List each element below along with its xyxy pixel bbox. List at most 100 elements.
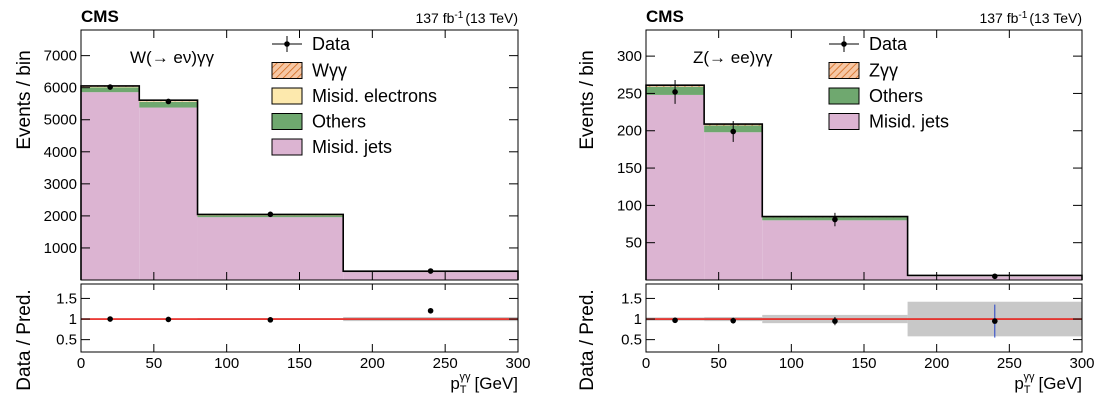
bar-misidjets-bin-3	[343, 271, 518, 280]
y-tick-label: 5000	[44, 112, 77, 129]
legend-label: Zγγ	[869, 61, 898, 81]
panel-z-channel: CMS 137 fb-1 (13 TeV) 50 100 150 200 250 300 0…	[577, 7, 1095, 396]
y-tick-label: 4000	[44, 144, 77, 161]
legend-swatch	[271, 87, 303, 105]
x-axis-label-unit: [GeV]	[475, 374, 518, 393]
ratio-plot-area: 0.5 1 1.5 0 50 100 150 200 250 300	[621, 283, 1095, 372]
x-axis-label: pTγγ [GeV]	[1014, 371, 1082, 396]
x-axis-label-main: p	[450, 374, 459, 393]
bar-others-bin-1	[139, 101, 198, 108]
data-point	[730, 128, 736, 135]
ratio-y-tick-label: 1.5	[56, 290, 77, 307]
ratio-plot-area: 0.5 1 1.5 0 50 100 150 200 250 300	[56, 283, 531, 372]
x-axis-label: pTγγ [GeV]	[450, 371, 518, 396]
legend-label: Others	[869, 86, 923, 106]
y-tick-label: 7000	[44, 48, 77, 65]
x-axis-label-sup: γγ	[460, 371, 472, 383]
cms-label: CMS	[81, 7, 119, 26]
x-tick-label: 200	[360, 355, 385, 372]
legend-label: Misid. electrons	[312, 86, 437, 106]
ratio-y-axis-label: Data / Pred.	[577, 289, 598, 390]
x-tick-label: 0	[642, 355, 650, 372]
data-point	[672, 89, 678, 95]
y-tick-label: 2000	[44, 208, 77, 225]
lumi-sup: -1	[454, 10, 463, 21]
data-point	[165, 98, 172, 105]
legend-swatch	[828, 113, 860, 130]
y-axis-label: Events / bin	[14, 50, 35, 149]
legend-data-marker	[841, 41, 847, 47]
ratio-point	[165, 316, 172, 323]
legend-label: Data	[312, 34, 351, 54]
x-axis-label-sub: T	[460, 384, 467, 396]
bar-misidjets-bin-1	[139, 107, 198, 280]
cms-label: CMS	[646, 7, 684, 26]
ratio-y-axis-label: Data / Pred.	[14, 289, 35, 390]
x-tick-label: 50	[145, 355, 162, 372]
x-axis-label-sub: T	[1024, 384, 1031, 396]
legend-swatch	[271, 113, 303, 130]
x-tick-label: 0	[77, 355, 85, 372]
lumi-energy: (13 TeV)	[465, 10, 518, 26]
ratio-point	[672, 317, 678, 324]
x-tick-label: 250	[433, 355, 458, 372]
data-point	[427, 268, 434, 274]
y-tick-label: 200	[617, 123, 642, 140]
data-point	[832, 216, 838, 223]
ratio-point	[992, 318, 998, 324]
bar-misidjets-bin-0	[81, 92, 140, 280]
data-point	[107, 84, 113, 90]
legend-label: Wγγ	[312, 61, 347, 81]
lumi-value: 137 fb	[979, 10, 1018, 26]
y-tick-label: 3000	[44, 176, 77, 193]
legend-swatch	[271, 138, 303, 156]
legend-data-marker	[284, 41, 290, 47]
x-tick-label: 150	[851, 355, 876, 372]
lumi-sup: -1	[1018, 10, 1027, 21]
bar-misidjets-bin-0	[646, 94, 705, 280]
x-tick-label: 100	[779, 355, 804, 372]
x-axis-label-sup: γγ	[1024, 371, 1036, 383]
x-tick-label: 50	[710, 355, 727, 372]
y-tick-label: 250	[617, 85, 642, 102]
ratio-y-tick-label: 0.5	[56, 332, 77, 349]
legend-label: Misid. jets	[312, 137, 392, 157]
y-tick-label: 1000	[44, 240, 77, 257]
data-point	[267, 211, 274, 218]
y-tick-label: 100	[617, 197, 642, 214]
y-tick-label: 300	[617, 48, 642, 65]
lumi-energy: (13 TeV)	[1029, 10, 1082, 26]
legend: Data Zγγ Others Misid. jets	[828, 34, 949, 132]
channel-label: W(→ eν)γγ	[130, 48, 215, 67]
x-tick-label: 300	[1069, 355, 1094, 372]
data-point	[992, 273, 998, 280]
ratio-point	[107, 316, 113, 322]
ratio-point	[832, 318, 838, 324]
x-tick-label: 300	[505, 355, 530, 372]
main-plot-area: 50 100 150 200 250 300	[617, 29, 1083, 281]
bar-misidjets-bin-2	[197, 217, 344, 280]
y-tick-label: 150	[617, 160, 642, 177]
ratio-point	[730, 317, 736, 324]
legend-swatch	[828, 87, 860, 105]
legend-label: Others	[312, 112, 366, 132]
main-plot-area: 1000 2000 3000 4000 5000 6000 7000	[44, 29, 519, 281]
x-axis-label-unit: [GeV]	[1039, 374, 1082, 393]
ratio-y-tick-label: 0.5	[621, 332, 642, 349]
legend-label: Data	[869, 34, 908, 54]
y-axis-label: Events / bin	[577, 50, 598, 149]
x-tick-label: 200	[924, 355, 949, 372]
ratio-y-tick-label: 1	[69, 311, 77, 328]
panel-w-channel: CMS 137 fb-1 (13 TeV) 1000200030004000500…	[14, 7, 531, 396]
bar-misidjets-bin-1	[704, 132, 763, 280]
legend-swatch	[828, 62, 860, 79]
x-tick-label: 250	[997, 355, 1022, 372]
legend-swatch	[271, 62, 303, 79]
legend: Data Wγγ Misid. electrons Others Misid. jets	[271, 34, 437, 157]
ratio-y-tick-label: 1	[634, 311, 642, 328]
lumi-label: 137 fb-1 (13 TeV)	[979, 10, 1082, 26]
legend-label: Misid. jets	[869, 112, 949, 132]
y-tick-label: 6000	[44, 80, 77, 97]
ratio-point	[427, 307, 434, 314]
